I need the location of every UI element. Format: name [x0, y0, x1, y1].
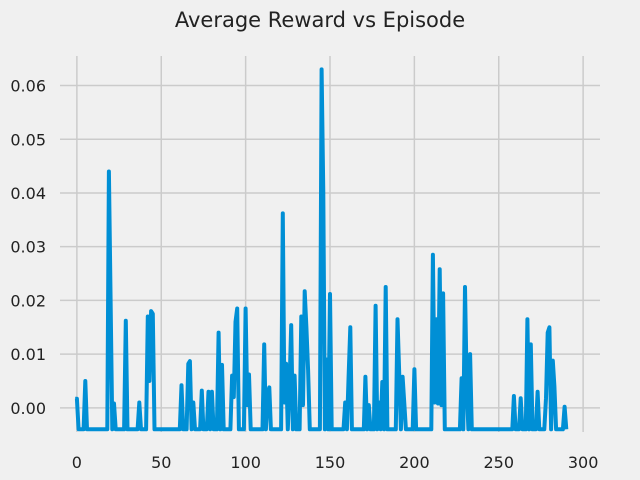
y-tick-label: 0.00	[10, 399, 46, 418]
y-tick-label: 0.03	[10, 238, 46, 257]
y-tick-label: 0.06	[10, 77, 46, 96]
x-tick-label: 300	[568, 453, 599, 472]
x-tick-label: 250	[483, 453, 514, 472]
chart-title: Average Reward vs Episode	[175, 8, 465, 32]
x-tick-label: 50	[151, 453, 171, 472]
x-tick-label: 150	[315, 453, 346, 472]
y-tick-label: 0.05	[10, 130, 46, 149]
series-line-0	[74, 67, 569, 432]
y-tick-label: 0.01	[10, 345, 46, 364]
y-tick-label: 0.02	[10, 291, 46, 310]
series-layer	[74, 67, 569, 432]
tick-labels: 0 50 100 150 200 250 300 0.00 0.01 0.02 0.03 0.04 0.…	[10, 77, 598, 472]
x-tick-label: 100	[230, 453, 261, 472]
y-tick-label: 0.04	[10, 184, 46, 203]
x-tick-label: 200	[399, 453, 430, 472]
x-tick-label: 0	[72, 453, 82, 472]
